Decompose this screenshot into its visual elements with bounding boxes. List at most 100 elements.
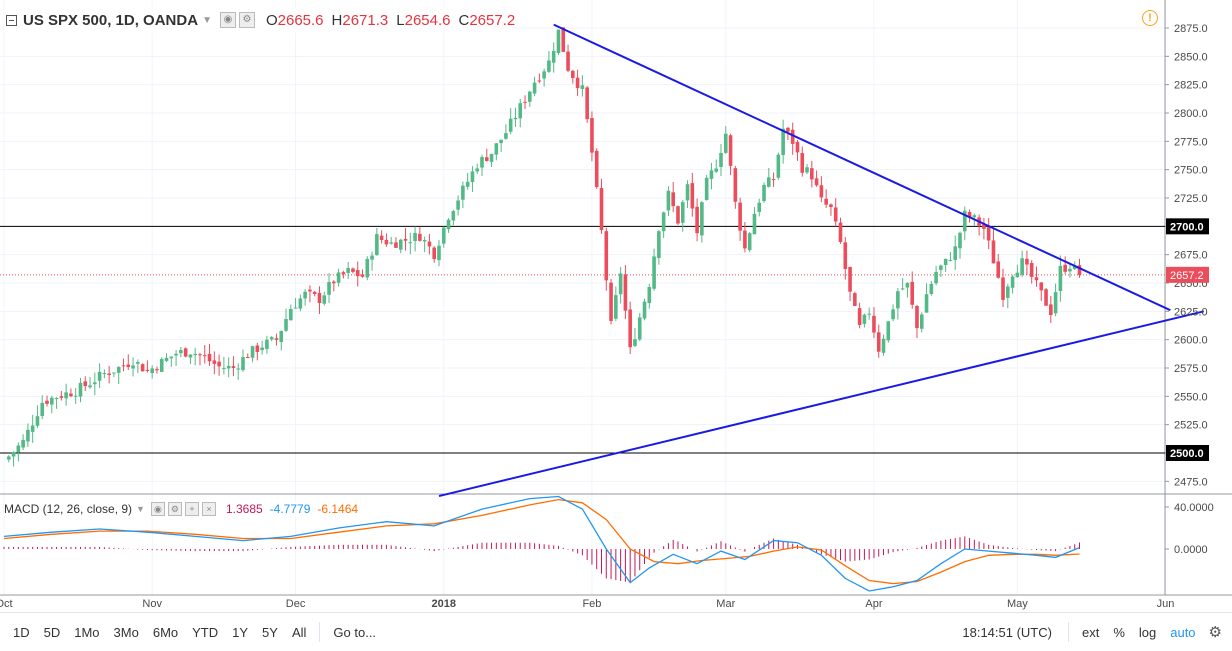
- candle: [805, 163, 809, 175]
- candle: [900, 277, 905, 291]
- ext-toggle[interactable]: ext: [1081, 624, 1100, 640]
- candle-body: [131, 365, 135, 369]
- candle: [623, 265, 628, 320]
- candle: [666, 186, 671, 217]
- gear-icon[interactable]: ⚙: [238, 12, 255, 28]
- candle-body: [279, 331, 284, 342]
- candle-body: [332, 281, 336, 284]
- candle-body: [174, 353, 178, 356]
- candle-body: [676, 206, 680, 224]
- candle-body: [604, 231, 609, 281]
- candle: [499, 139, 503, 153]
- candle-body: [1044, 289, 1048, 306]
- range-button-6mo[interactable]: 6Mo: [152, 624, 179, 640]
- range-button-5d[interactable]: 5D: [43, 624, 61, 640]
- price-tick-label: 2850.0: [1174, 51, 1208, 63]
- candle-body: [461, 185, 465, 200]
- candle-body: [991, 240, 996, 264]
- candle-body: [805, 167, 809, 173]
- candle: [833, 198, 838, 227]
- candle-body: [250, 346, 255, 358]
- candle-body: [188, 354, 193, 358]
- range-button-all[interactable]: All: [291, 624, 307, 640]
- candle: [140, 363, 145, 372]
- goto-button[interactable]: Go to...: [333, 624, 377, 640]
- candle: [437, 240, 441, 267]
- candle: [198, 352, 202, 366]
- range-button-1mo[interactable]: 1Mo: [74, 624, 100, 640]
- candle-body: [819, 185, 824, 198]
- candle-body: [245, 357, 250, 359]
- candle-body: [284, 319, 288, 331]
- candle-body: [814, 178, 819, 186]
- alert-icon[interactable]: !: [1142, 10, 1158, 26]
- candle-body: [1063, 264, 1067, 272]
- macd-title[interactable]: MACD (12, 26, close, 9): [4, 502, 133, 516]
- candle: [207, 343, 212, 367]
- symbol-title[interactable]: US SPX 500, 1D, OANDA: [23, 11, 199, 29]
- candle-body: [222, 367, 226, 369]
- candle: [50, 395, 54, 414]
- candle: [1068, 262, 1072, 278]
- candle: [303, 289, 307, 306]
- percent-toggle[interactable]: %: [1113, 624, 1125, 640]
- candle: [317, 286, 322, 314]
- candle-body: [585, 87, 589, 120]
- chevron-down-icon[interactable]: ▼: [136, 504, 145, 514]
- range-button-3mo[interactable]: 3Mo: [113, 624, 139, 640]
- close-icon[interactable]: ×: [201, 502, 216, 516]
- candle-body: [838, 222, 843, 242]
- candle: [633, 327, 637, 348]
- candle: [843, 237, 848, 280]
- gear-icon[interactable]: ⚙: [167, 502, 182, 516]
- candle-body: [881, 338, 886, 353]
- candle-body: [1015, 272, 1020, 278]
- candle-body: [1053, 292, 1058, 314]
- plus-icon[interactable]: +: [184, 502, 199, 516]
- range-button-1y[interactable]: 1Y: [232, 624, 249, 640]
- range-button-1d[interactable]: 1D: [13, 624, 30, 640]
- price-tick-label: 2875.0: [1174, 23, 1208, 35]
- range-button-ytd[interactable]: YTD: [192, 624, 219, 640]
- candle-body: [824, 198, 828, 205]
- candle-body: [298, 298, 303, 309]
- price-tick-label: 2775.0: [1174, 136, 1208, 148]
- clock[interactable]: 18:14:51 (UTC): [962, 624, 1052, 640]
- chevron-down-icon[interactable]: ▼: [202, 14, 212, 26]
- candle-body: [207, 353, 212, 362]
- price-chart[interactable]: 2475.0 2500.0 2525.0 2550.0 2575.0 2600.0 2625…: [0, 0, 1232, 612]
- candle: [690, 172, 695, 217]
- candle-body: [150, 368, 154, 374]
- eye-icon[interactable]: ◉: [150, 502, 165, 516]
- candle-body: [1058, 265, 1063, 291]
- symbol-legend: US SPX 500, 1D, OANDA ▼ ◉ ⚙ O 2665.6 H 267…: [4, 7, 516, 33]
- range-button-5y[interactable]: 5Y: [262, 624, 278, 640]
- candle: [389, 236, 393, 245]
- candle-body: [88, 385, 92, 388]
- candle: [876, 324, 881, 358]
- candle: [585, 85, 589, 123]
- candle: [853, 291, 857, 307]
- candle-body: [762, 184, 766, 202]
- auto-toggle[interactable]: auto: [1170, 624, 1196, 640]
- eye-icon[interactable]: ◉: [219, 12, 236, 28]
- candle: [489, 153, 494, 168]
- high-label: H: [331, 11, 343, 29]
- collapse-legend-icon[interactable]: [6, 14, 17, 26]
- candle-body: [738, 202, 742, 231]
- candle: [456, 195, 460, 216]
- candle: [986, 217, 991, 250]
- candle-body: [948, 259, 953, 261]
- gear-icon[interactable]: ⚙: [1208, 624, 1222, 641]
- candle: [795, 139, 800, 161]
- candle-body: [843, 242, 848, 269]
- candle-body: [623, 274, 628, 311]
- candle-body: [116, 367, 121, 373]
- candle: [594, 148, 599, 190]
- candle: [943, 258, 948, 272]
- candle: [461, 181, 465, 209]
- candle: [451, 209, 456, 226]
- candle-body: [628, 309, 632, 348]
- candle: [379, 230, 384, 244]
- log-toggle[interactable]: log: [1138, 624, 1157, 640]
